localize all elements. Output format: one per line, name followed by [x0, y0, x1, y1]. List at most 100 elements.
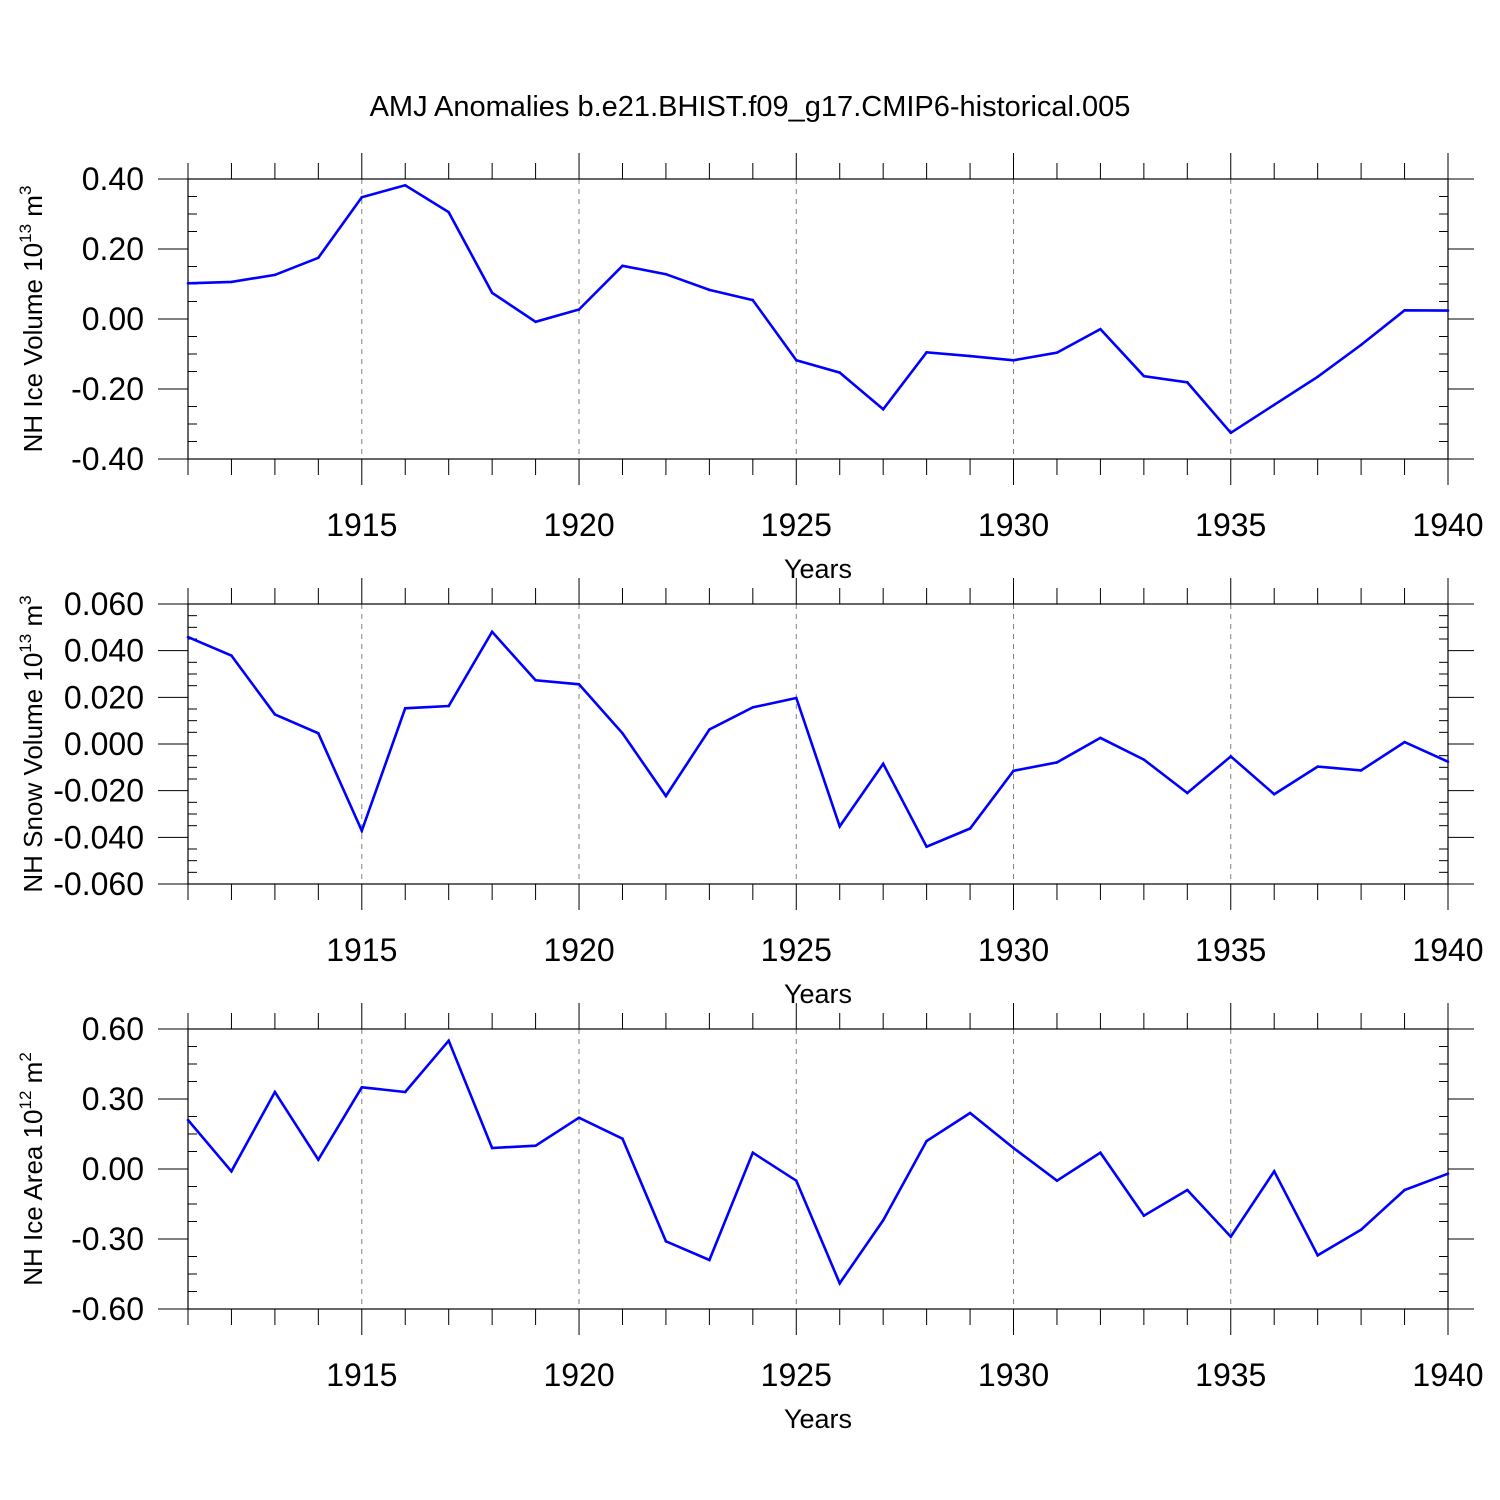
x-tick-label: 1935	[1195, 932, 1266, 968]
x-tick-label: 1915	[326, 507, 397, 543]
y-tick-label: 0.040	[64, 633, 144, 669]
x-tick-label: 1940	[1412, 932, 1483, 968]
data-point	[664, 272, 668, 276]
data-point	[1272, 792, 1276, 796]
y-tick-label: 0.00	[82, 301, 144, 337]
data-point	[577, 682, 581, 686]
data-point	[751, 706, 755, 709]
x-tick-label: 1925	[761, 507, 832, 543]
data-point	[794, 696, 798, 700]
x-tick-label: 1935	[1195, 507, 1266, 543]
x-tick-label: 1935	[1195, 1357, 1266, 1393]
y-axis-label: NH Snow Volume 1013 m3	[16, 595, 48, 892]
y-tick-label: -0.40	[71, 441, 144, 477]
data-point	[534, 320, 537, 324]
data-point	[794, 359, 798, 362]
data-point	[360, 829, 364, 833]
data-point	[403, 1090, 407, 1094]
data-point	[1142, 1214, 1146, 1217]
data-point	[490, 291, 494, 295]
data-point	[751, 1151, 755, 1154]
data-point	[881, 762, 885, 766]
data-point	[708, 288, 711, 292]
x-tick-label: 1930	[978, 932, 1049, 968]
data-point	[186, 282, 190, 285]
data-point	[664, 794, 668, 798]
y-axis-label: NH Ice Area 1012 m2	[16, 1052, 48, 1286]
data-point	[317, 731, 320, 735]
data-point	[230, 654, 233, 657]
data-point	[664, 1240, 668, 1243]
data-point	[838, 825, 842, 828]
data-point	[1272, 1170, 1276, 1173]
data-point	[1316, 765, 1319, 768]
data-point	[1316, 1254, 1319, 1257]
data-point	[534, 1144, 537, 1147]
y-tick-label: -0.60	[71, 1291, 144, 1327]
data-point	[317, 1158, 320, 1161]
data-point	[1012, 359, 1015, 362]
data-point	[708, 1258, 711, 1262]
x-tick-label: 1920	[543, 932, 614, 968]
x-tick-label: 1925	[761, 932, 832, 968]
x-tick-label: 1915	[326, 1357, 397, 1393]
data-point	[881, 408, 885, 411]
x-tick-label: 1915	[326, 932, 397, 968]
series-line	[187, 1038, 1449, 1286]
data-point	[1316, 375, 1319, 379]
data-point	[1446, 760, 1450, 764]
data-point	[925, 845, 928, 848]
data-point	[751, 298, 755, 302]
data-point	[1403, 308, 1406, 312]
data-point	[1186, 791, 1189, 795]
data-point	[1142, 758, 1146, 761]
data-point	[621, 264, 624, 268]
data-point	[708, 728, 711, 731]
data-point	[838, 1282, 842, 1285]
x-tick-label: 1930	[978, 507, 1049, 543]
data-point	[1359, 769, 1363, 772]
data-point	[403, 707, 407, 710]
data-point	[1099, 736, 1102, 740]
data-point	[1186, 381, 1189, 384]
data-point	[577, 1116, 581, 1119]
x-tick-label: 1920	[543, 507, 614, 543]
data-point	[968, 1111, 972, 1115]
data-point	[1012, 769, 1015, 773]
data-point	[230, 1170, 233, 1173]
data-point	[403, 184, 407, 187]
data-point	[230, 280, 233, 284]
panel-2: 0.060 0.040 0.020 0.000 -0.020 -0.040 -0.060 19…	[16, 578, 1484, 1009]
y-tick-label: -0.040	[53, 819, 144, 855]
data-point	[360, 195, 364, 199]
data-point	[838, 371, 842, 374]
y-tick-label: 0.40	[82, 161, 144, 197]
x-tick-label: 1920	[543, 1357, 614, 1393]
x-tick-label: 1940	[1412, 507, 1483, 543]
y-tick-label: -0.020	[53, 773, 144, 809]
data-point	[968, 354, 972, 358]
y-tick-label: 0.060	[64, 586, 144, 622]
data-point	[490, 1146, 494, 1150]
data-point	[621, 731, 624, 735]
y-tick-label: 0.000	[64, 726, 144, 762]
data-point	[1272, 403, 1276, 407]
data-point	[1055, 351, 1059, 354]
data-point	[447, 1039, 450, 1042]
data-point	[1359, 343, 1363, 347]
x-tick-label: 1930	[978, 1357, 1049, 1393]
data-point	[186, 635, 190, 639]
data-point	[273, 713, 277, 716]
chart-panels: 0.40 0.20 0.00 -0.20 -0.40 1915 1920 1925 1930 19…	[16, 153, 1484, 1434]
plot-frame	[187, 1028, 1449, 1310]
series-line	[187, 183, 1449, 435]
y-tick-label: -0.20	[71, 371, 144, 407]
data-point	[794, 1179, 798, 1182]
y-tick-label: 0.00	[82, 1151, 144, 1187]
chart-title: AMJ Anomalies b.e21.BHIST.f09_g17.CMIP6-…	[370, 91, 1131, 123]
data-point	[317, 256, 320, 260]
y-tick-label: 0.020	[64, 679, 144, 715]
data-point	[1229, 1235, 1233, 1238]
data-point	[1099, 327, 1102, 331]
